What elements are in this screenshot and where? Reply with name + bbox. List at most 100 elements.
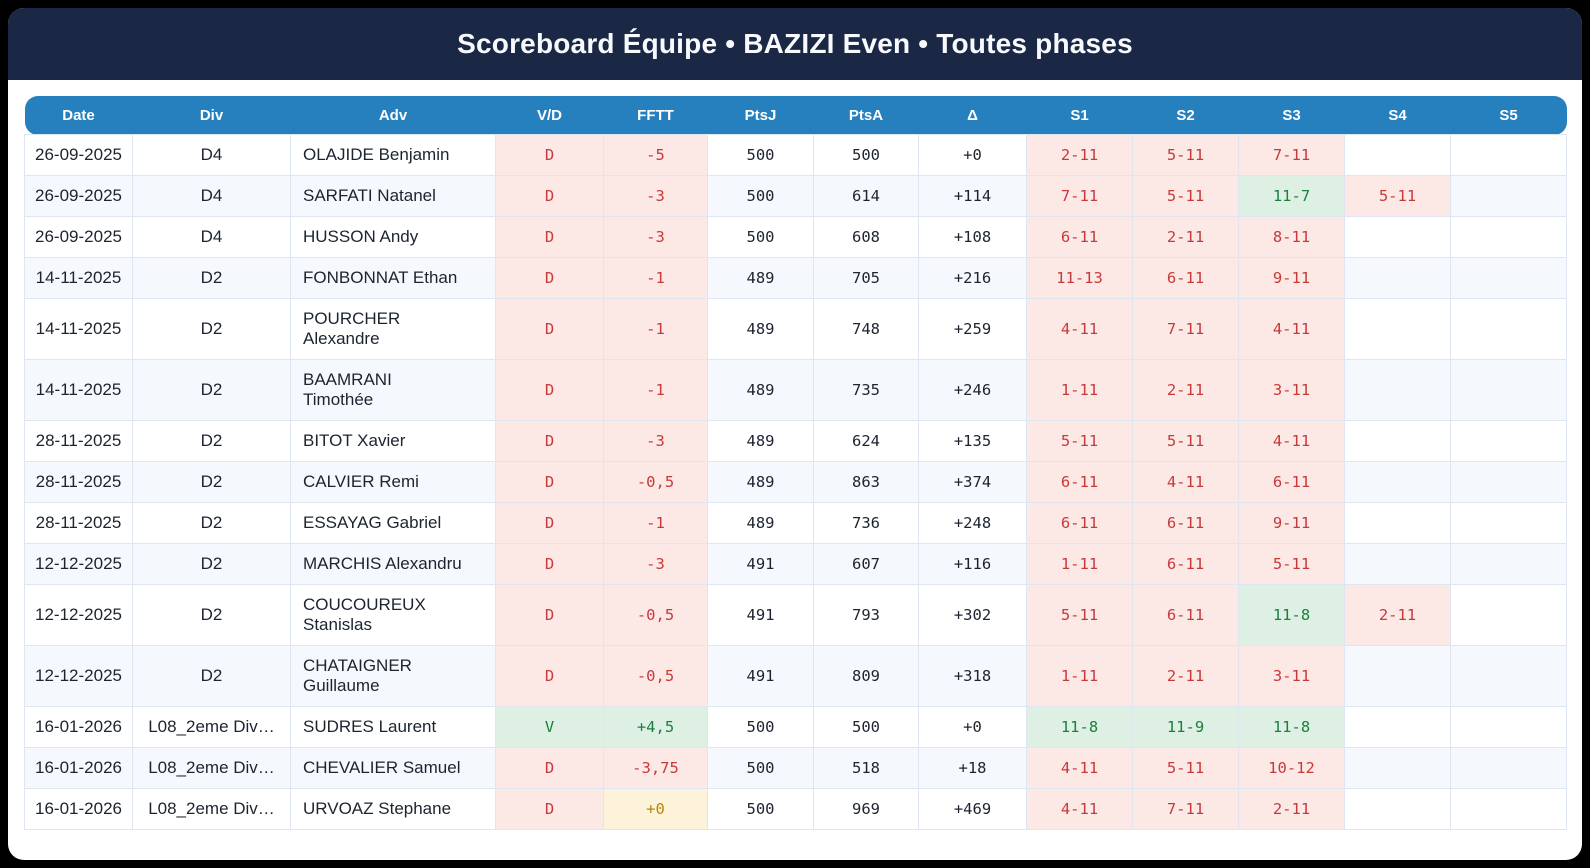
column-header-adv: Adv	[290, 96, 496, 135]
cell-set-s4	[1344, 420, 1451, 462]
cell-points-adversary: 748	[813, 298, 919, 360]
cell-date: 12-12-2025	[24, 584, 133, 646]
cell-set-s5	[1450, 216, 1567, 258]
table-row: 26-09-2025 D4 OLAJIDE Benjamin D -5 500 500 +0 2…	[24, 134, 1567, 176]
cell-set-s3: 5-11	[1238, 543, 1345, 585]
cell-adversary: OLAJIDE Benjamin	[290, 134, 496, 176]
cell-set-s4	[1344, 747, 1451, 789]
cell-adversary: MARCHIS Alexandru	[290, 543, 496, 585]
cell-set-s2: 6-11	[1132, 502, 1239, 544]
cell-victory-defeat: D	[495, 461, 604, 503]
cell-victory-defeat: V	[495, 706, 604, 748]
cell-delta: +108	[918, 216, 1027, 258]
cell-division: D2	[132, 645, 291, 707]
cell-set-s5	[1450, 584, 1567, 646]
cell-set-s2: 2-11	[1132, 359, 1239, 421]
cell-set-s1: 5-11	[1026, 584, 1133, 646]
cell-fftt-points: -5	[603, 134, 708, 176]
table-row: 14-11-2025 D2 BAAMRANI Timothée D -1 489 735 +2…	[24, 359, 1567, 421]
cell-points-adversary: 705	[813, 257, 919, 299]
column-header-s1: S1	[1026, 96, 1133, 135]
table-row: 28-11-2025 D2 CALVIER Remi D -0,5 489 863 +374 6…	[24, 461, 1567, 503]
cell-set-s1: 2-11	[1026, 134, 1133, 176]
cell-set-s1: 5-11	[1026, 420, 1133, 462]
cell-set-s1: 1-11	[1026, 359, 1133, 421]
cell-points-player: 500	[707, 788, 814, 830]
cell-fftt-points: -3	[603, 543, 708, 585]
cell-points-adversary: 608	[813, 216, 919, 258]
cell-points-adversary: 793	[813, 584, 919, 646]
scoreboard-table: Date Div Adv V/D FFTT PtsJ PtsA Δ S1 S2 …	[24, 96, 1567, 830]
cell-set-s3: 6-11	[1238, 461, 1345, 503]
cell-delta: +0	[918, 706, 1027, 748]
cell-set-s3: 4-11	[1238, 420, 1345, 462]
cell-set-s5	[1450, 543, 1567, 585]
cell-set-s3: 4-11	[1238, 298, 1345, 360]
table-body: 26-09-2025 D4 OLAJIDE Benjamin D -5 500 500 +0 2…	[24, 134, 1567, 830]
cell-date: 14-11-2025	[24, 257, 133, 299]
cell-adversary: POURCHER Alexandre	[290, 298, 496, 360]
table-row: 26-09-2025 D4 SARFATI Natanel D -3 500 614 +114…	[24, 175, 1567, 217]
cell-set-s4	[1344, 461, 1451, 503]
column-header-ptsj: PtsJ	[707, 96, 814, 135]
cell-adversary: CALVIER Remi	[290, 461, 496, 503]
cell-date: 16-01-2026	[24, 747, 133, 789]
cell-victory-defeat: D	[495, 420, 604, 462]
cell-set-s2: 6-11	[1132, 257, 1239, 299]
table-row: 12-12-2025 D2 MARCHIS Alexandru D -3 491 607 +1…	[24, 543, 1567, 585]
cell-date: 26-09-2025	[24, 134, 133, 176]
column-header-s2: S2	[1132, 96, 1239, 135]
cell-division: D2	[132, 298, 291, 360]
cell-victory-defeat: D	[495, 502, 604, 544]
cell-points-adversary: 735	[813, 359, 919, 421]
column-header-date: Date	[24, 96, 133, 135]
cell-date: 12-12-2025	[24, 645, 133, 707]
cell-set-s4	[1344, 502, 1451, 544]
cell-points-player: 500	[707, 134, 814, 176]
cell-adversary: BAAMRANI Timothée	[290, 359, 496, 421]
cell-fftt-points: -3,75	[603, 747, 708, 789]
cell-set-s5	[1450, 645, 1567, 707]
cell-set-s4	[1344, 257, 1451, 299]
cell-set-s1: 6-11	[1026, 461, 1133, 503]
cell-fftt-points: -0,5	[603, 584, 708, 646]
cell-adversary: CHEVALIER Samuel	[290, 747, 496, 789]
cell-set-s3: 3-11	[1238, 359, 1345, 421]
cell-delta: +469	[918, 788, 1027, 830]
table-row: 16-01-2026 L08_2eme Div… SUDRES Laurent V +4…	[24, 706, 1567, 748]
cell-delta: +318	[918, 645, 1027, 707]
cell-set-s2: 6-11	[1132, 584, 1239, 646]
scoreboard-table-container: Date Div Adv V/D FFTT PtsJ PtsA Δ S1 S2 …	[8, 80, 1582, 840]
cell-delta: +216	[918, 257, 1027, 299]
cell-points-player: 491	[707, 645, 814, 707]
cell-division: D2	[132, 420, 291, 462]
cell-adversary: ESSAYAG Gabriel	[290, 502, 496, 544]
cell-adversary: FONBONNAT Ethan	[290, 257, 496, 299]
cell-date: 26-09-2025	[24, 175, 133, 217]
cell-division: D4	[132, 216, 291, 258]
cell-delta: +135	[918, 420, 1027, 462]
cell-delta: +248	[918, 502, 1027, 544]
cell-set-s1: 6-11	[1026, 502, 1133, 544]
cell-date: 14-11-2025	[24, 298, 133, 360]
cell-set-s5	[1450, 134, 1567, 176]
cell-set-s3: 10-12	[1238, 747, 1345, 789]
cell-division: D2	[132, 543, 291, 585]
cell-adversary: URVOAZ Stephane	[290, 788, 496, 830]
cell-set-s1: 11-13	[1026, 257, 1133, 299]
cell-set-s2: 2-11	[1132, 216, 1239, 258]
cell-points-player: 489	[707, 420, 814, 462]
cell-points-adversary: 863	[813, 461, 919, 503]
cell-set-s3: 11-7	[1238, 175, 1345, 217]
cell-victory-defeat: D	[495, 543, 604, 585]
column-header-s5: S5	[1450, 96, 1567, 135]
cell-adversary: SARFATI Natanel	[290, 175, 496, 217]
cell-set-s3: 3-11	[1238, 645, 1345, 707]
cell-date: 16-01-2026	[24, 788, 133, 830]
cell-set-s4: 2-11	[1344, 584, 1451, 646]
cell-points-adversary: 624	[813, 420, 919, 462]
cell-fftt-points: -3	[603, 175, 708, 217]
cell-division: D2	[132, 502, 291, 544]
cell-victory-defeat: D	[495, 216, 604, 258]
cell-adversary: HUSSON Andy	[290, 216, 496, 258]
